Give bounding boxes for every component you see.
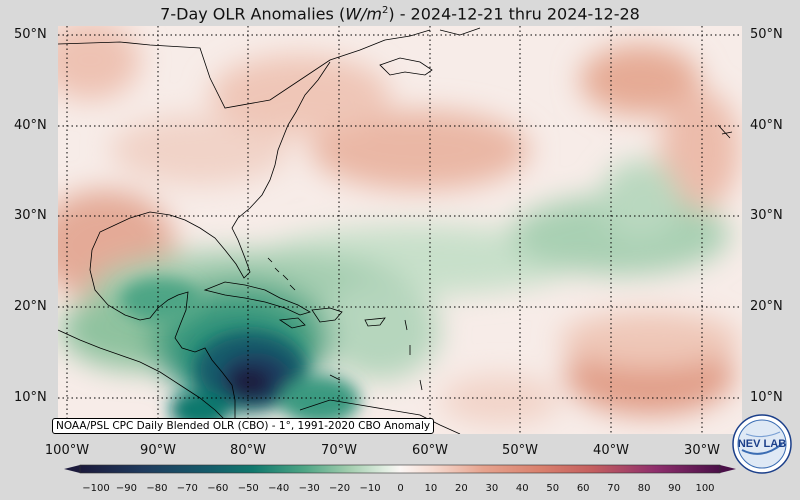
colorbar-tick-label: −100	[82, 483, 110, 494]
lat-label: 30°N	[750, 208, 783, 223]
coastlines	[58, 27, 733, 434]
colorbar-tick-label: −80	[146, 483, 168, 494]
colorbar-tick-label: 90	[668, 483, 681, 494]
colorbar-max-arrow	[720, 465, 736, 473]
lon-label: 30°W	[684, 443, 720, 458]
colorbar-tick-label: 40	[515, 483, 529, 494]
colorbar-tick-label: −30	[298, 483, 320, 494]
lon-label: 40°W	[593, 443, 629, 458]
lat-label: 50°N	[750, 27, 783, 42]
title-unit: W/m	[345, 4, 382, 24]
lat-label: 30°N	[14, 208, 47, 223]
colorbar-tick-label: 50	[546, 483, 560, 494]
lat-label: 20°N	[750, 299, 783, 314]
lon-label: 50°W	[502, 443, 538, 458]
data-source-credit: NOAA/PSL CPC Daily Blended OLR (CBO) - 1…	[52, 418, 435, 434]
colorbar-tick-label: −60	[207, 483, 229, 494]
lon-label: 80°W	[230, 443, 266, 458]
logo-text: NEV LAB	[738, 438, 786, 450]
lon-label: 60°W	[412, 443, 448, 458]
title-unit-exponent: 2	[381, 5, 389, 16]
lon-label: 70°W	[321, 443, 357, 458]
colorbar	[64, 464, 736, 474]
colorbar-tick-label: 0	[397, 483, 404, 494]
colorbar-tick-label: −20	[329, 483, 351, 494]
lat-label: 50°N	[14, 27, 47, 42]
lat-label: 10°N	[14, 390, 47, 405]
colorbar-tick-label: −70	[176, 483, 198, 494]
colorbar-tick-label: 60	[576, 483, 590, 494]
colorbar-tick-label: 100	[695, 483, 715, 494]
colorbar-min-arrow	[64, 465, 80, 473]
map-title: 7-Day OLR Anomalies (W/m2) - 2024-12-21 …	[0, 0, 800, 24]
lat-label: 40°N	[750, 118, 783, 133]
colorbar-tick-label: 10	[424, 483, 438, 494]
colorbar-tick-label: −90	[115, 483, 137, 494]
colorbar-tick-label: −10	[359, 483, 381, 494]
lat-label: 20°N	[14, 299, 47, 314]
lat-label: 10°N	[750, 390, 783, 405]
title-suffix: ) - 2024-12-21 thru 2024-12-28	[388, 4, 640, 24]
lon-label: 90°W	[140, 443, 176, 458]
lat-label: 40°N	[14, 118, 47, 133]
colorbar-tick-label: 30	[485, 483, 499, 494]
colorbar-gradient	[80, 465, 720, 473]
title-prefix: 7-Day OLR Anomalies (	[160, 4, 346, 24]
graticule	[58, 26, 742, 434]
colorbar-tick-label: 70	[607, 483, 621, 494]
colorbar-tick-label: −40	[268, 483, 290, 494]
anomaly-field	[58, 26, 742, 434]
lon-label: 100°W	[44, 443, 90, 458]
colorbar-tick-label: 20	[455, 483, 468, 494]
lab-globe-logo-icon: NEV LAB	[732, 414, 792, 474]
colorbar-tick-label: 80	[637, 483, 651, 494]
colorbar-tick-label: −50	[237, 483, 259, 494]
